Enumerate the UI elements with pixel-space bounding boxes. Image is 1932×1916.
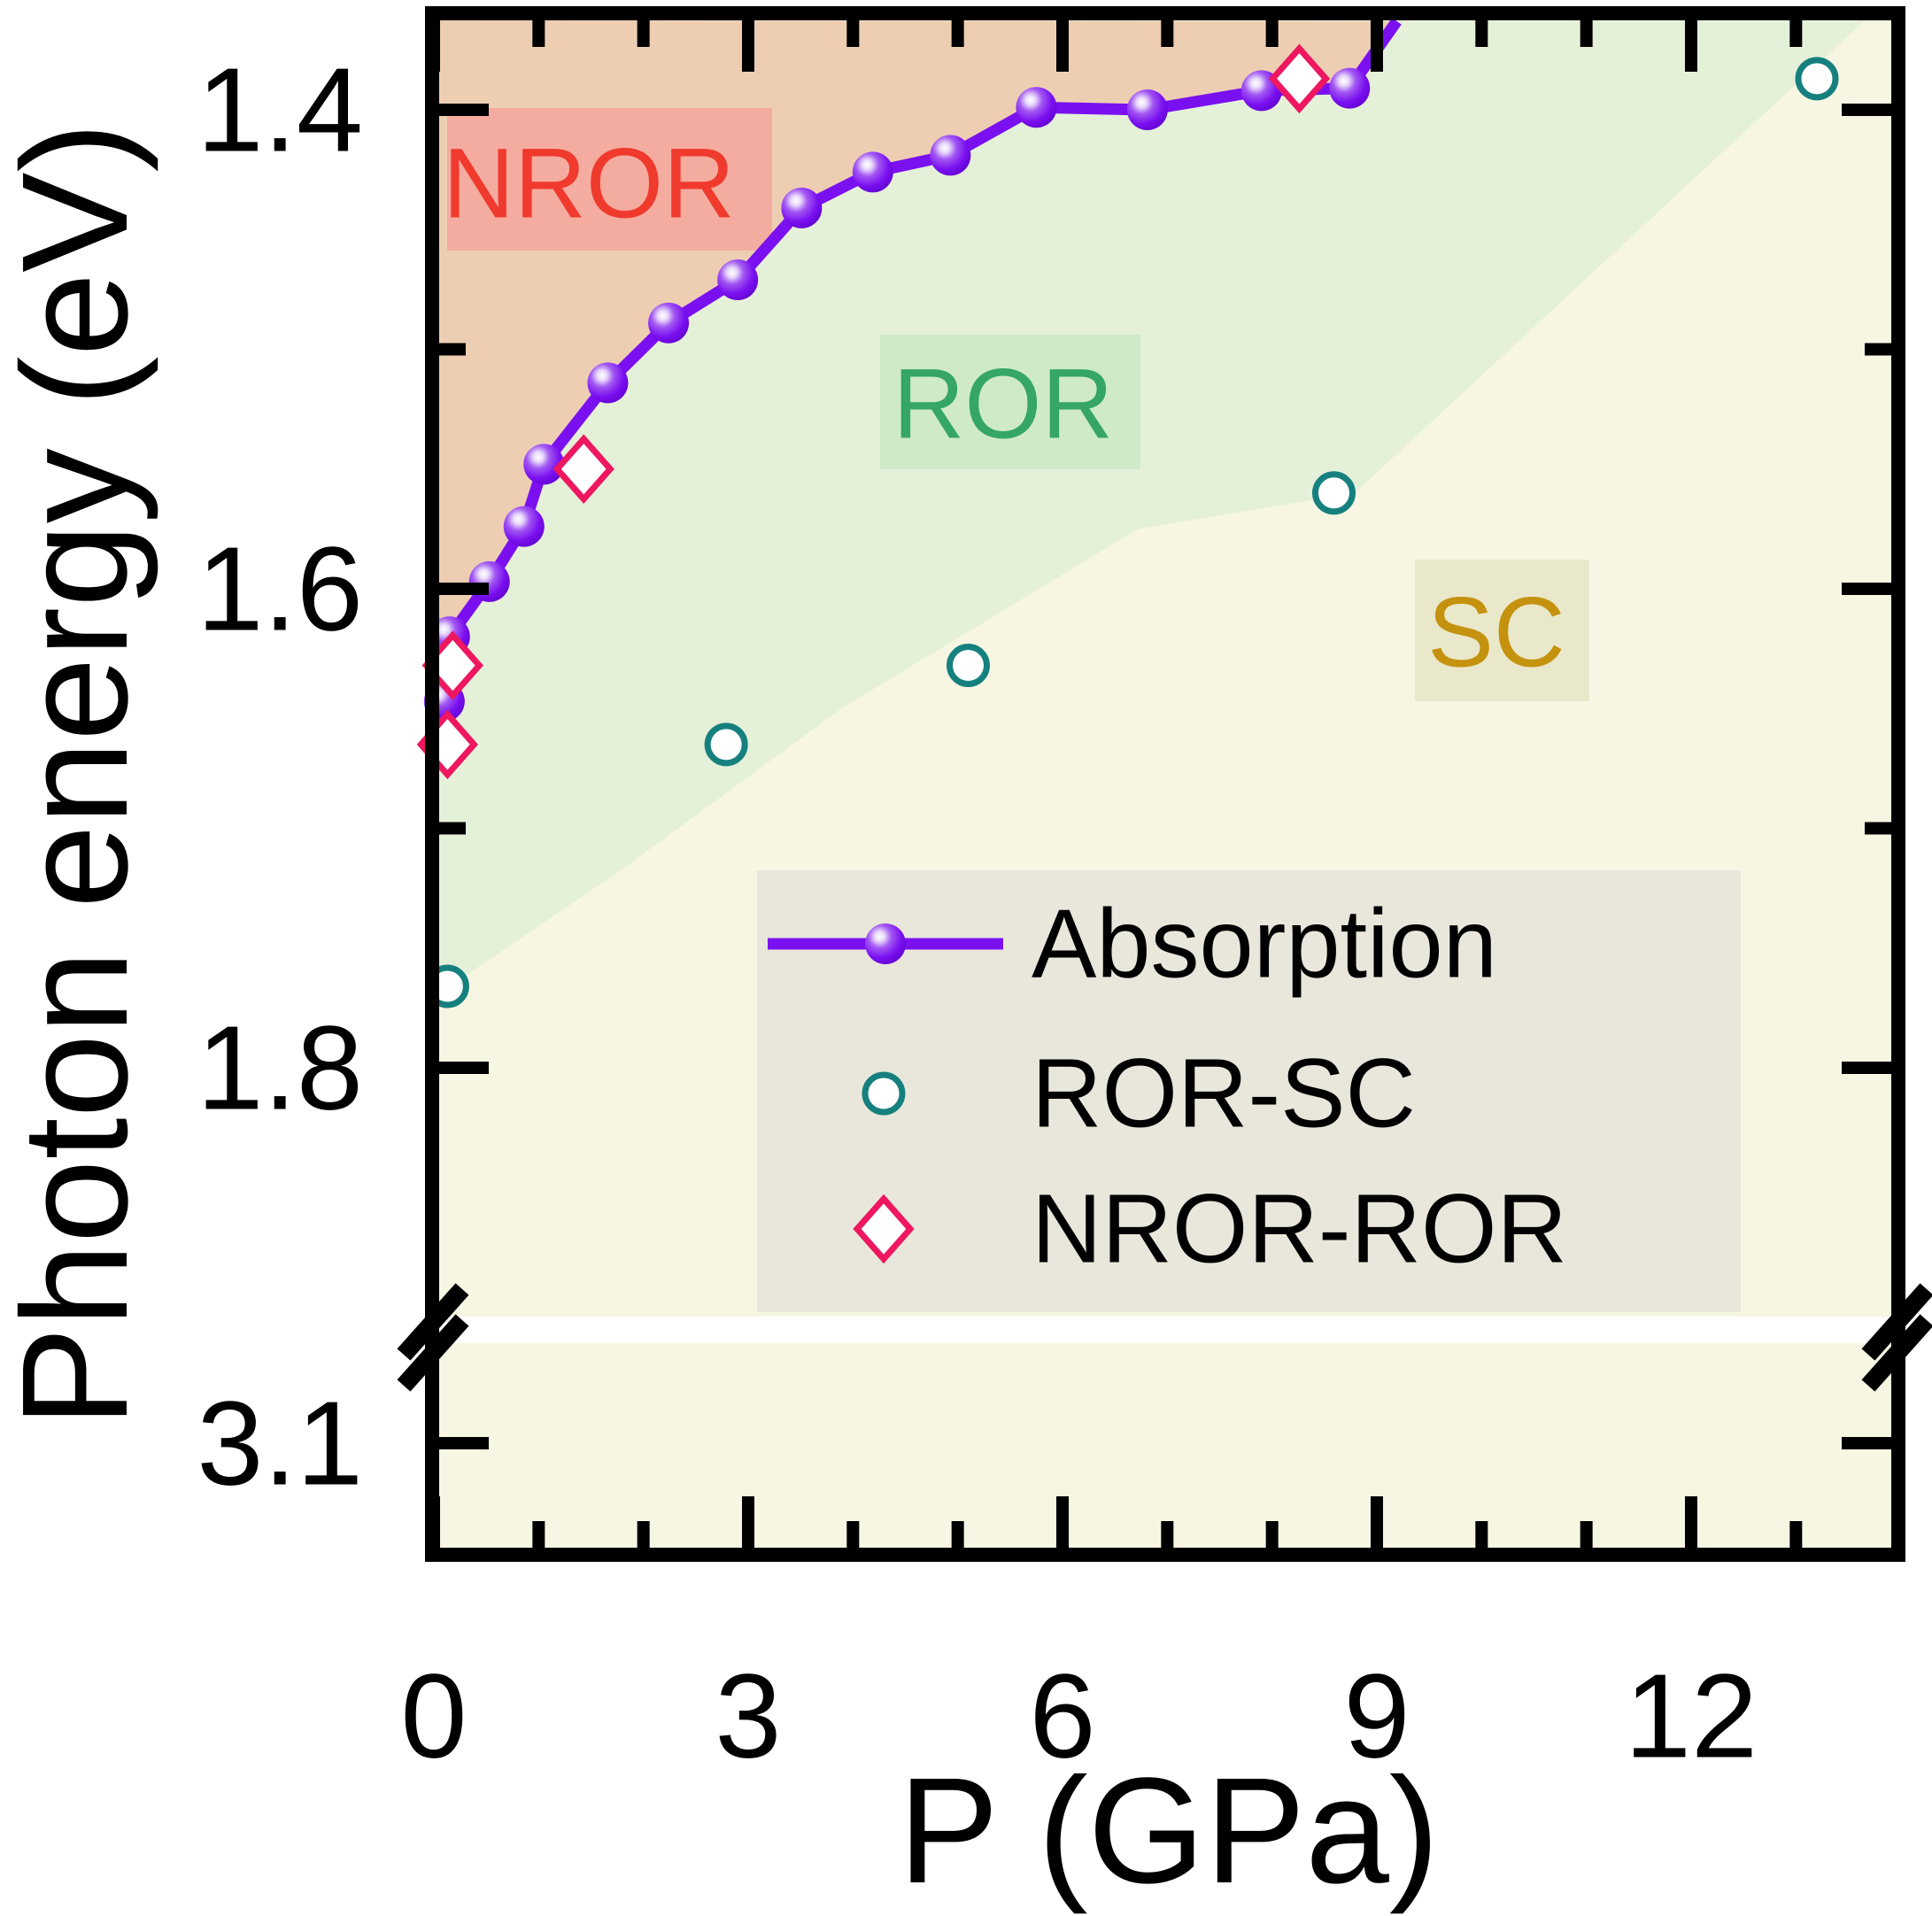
absorption-point <box>781 187 823 228</box>
ror-sc-point <box>704 722 748 767</box>
nror-region-label-box <box>447 108 772 251</box>
absorption-point <box>468 560 510 602</box>
legend-markers-layer <box>768 923 1003 1264</box>
y-tick-label: 1.6 <box>197 522 363 656</box>
absorption-point <box>587 362 629 404</box>
sc-region-label-box <box>1415 560 1589 701</box>
axis-break-slash <box>397 1283 469 1361</box>
legend-label-ror-sc: ROR-SC <box>1032 1039 1416 1148</box>
axes-layer: 0 3 6 9 12 1.4 1.6 1.8 3.1 <box>197 6 1932 1783</box>
x-tick-label: 6 <box>1029 1649 1095 1783</box>
axis-break-slash <box>397 1314 469 1392</box>
data-series-layer <box>416 20 1839 1008</box>
legend-nror-ror-marker <box>853 1194 915 1264</box>
legend-ror-sc-marker <box>862 1071 906 1116</box>
ror-sc-point <box>1311 471 1356 515</box>
absorption-point <box>648 302 690 344</box>
y-axis-right <box>1891 6 1905 1562</box>
ror-region-label: ROR <box>893 349 1114 460</box>
absorption-line <box>439 20 1402 702</box>
absorption-point <box>717 259 759 301</box>
x-axis-title: P (GPa) <box>899 1747 1440 1915</box>
y-tick-label: 3.1 <box>197 1377 363 1510</box>
y-tick-label: 1.8 <box>197 1001 363 1135</box>
ror-sc-point <box>946 644 990 688</box>
absorption-point <box>1126 89 1168 130</box>
absorption-point <box>523 444 565 485</box>
ror-region-label-box <box>880 335 1140 469</box>
y-axis-left <box>425 6 439 1562</box>
x-tick-label: 0 <box>400 1649 467 1783</box>
nror-ror-point <box>553 434 614 505</box>
axis-break-slash <box>1861 1283 1932 1361</box>
legend-label-nror-ror: NROR-ROR <box>1032 1175 1567 1284</box>
legend-label-absorption: Absorption <box>1032 890 1497 999</box>
y-axis-title: Photon energy (eV) <box>0 122 159 1427</box>
nror-region-label: NROR <box>443 128 735 239</box>
y-tick-label: 1.4 <box>197 43 363 177</box>
absorption-point <box>1016 87 1057 128</box>
x-tick-label: 3 <box>715 1649 781 1783</box>
legend-absorption-marker <box>865 923 906 964</box>
sc-region-label: SC <box>1427 577 1565 688</box>
absorption-point <box>930 135 971 176</box>
x-axis-bottom <box>425 1548 1905 1562</box>
axis-break-band <box>439 1317 1891 1343</box>
ror-sc-point <box>1795 57 1839 101</box>
absorption-point <box>1329 67 1371 109</box>
axis-break-slash <box>1861 1314 1932 1392</box>
absorption-point <box>852 151 893 193</box>
ror-region <box>439 20 1865 994</box>
x-tick-label: 9 <box>1343 1649 1410 1783</box>
absorption-point <box>503 506 545 547</box>
x-axis-top <box>425 6 1905 20</box>
x-tick-label: 12 <box>1625 1649 1758 1783</box>
nror-ror-point <box>1268 43 1331 114</box>
